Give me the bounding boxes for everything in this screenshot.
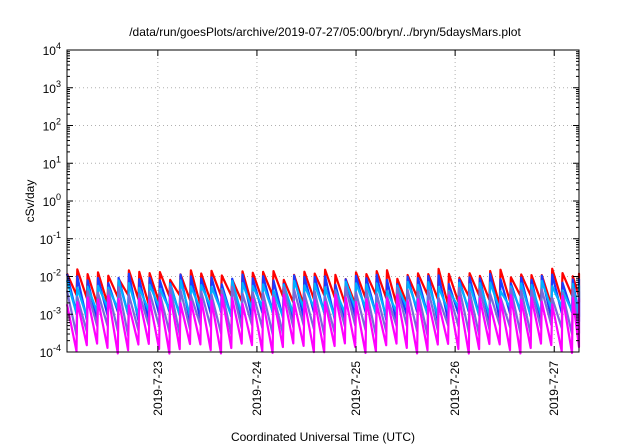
y-tick-label: 10-1 [40,230,61,247]
y-tick-label: 101 [43,154,61,171]
x-tick-label: 2019-7-26 [448,361,462,416]
x-axis: 2019-7-23 2019-7-24 2019-7-25 2019-7-26 2019… [151,50,561,416]
y-tick-label: 104 [43,41,61,58]
y-tick-label: 10-4 [40,343,61,360]
series-line-5 [65,293,581,355]
y-tick-label: 103 [43,79,61,96]
y-axis-label: cSv/day [23,180,37,223]
x-axis-label: Coordinated Universal Time (UTC) [231,430,415,444]
x-tick-label: 2019-7-27 [547,361,561,416]
chart-title: /data/run/goesPlots/archive/2019-07-27/0… [129,25,521,39]
grid-lines [67,50,579,352]
series-group [65,267,581,355]
series-line-3 [65,279,581,319]
y-tick-label: 102 [43,117,61,134]
y-tick-label: 10-2 [40,268,61,285]
series-line-1 [65,267,581,307]
x-tick-label: 2019-7-23 [151,361,165,416]
y-tick-label: 100 [43,192,61,209]
series-line-2 [65,272,581,323]
y-axis: 10-4 10-3 10-2 10-1 100 101 102 103 104 [40,41,579,360]
x-tick-label: 2019-7-25 [349,361,363,416]
x-tick-label: 2019-7-24 [250,361,264,416]
y-tick-label: 10-3 [40,305,61,322]
